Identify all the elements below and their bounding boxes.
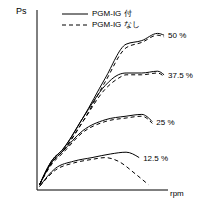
svg-text:25 %: 25 % bbox=[156, 118, 174, 127]
html-text:Ps: Ps bbox=[16, 6, 27, 16]
svg-text:50 %: 50 % bbox=[168, 31, 186, 40]
svg-text:37.5 %: 37.5 % bbox=[168, 71, 192, 80]
html-text:PGM-IG 付: PGM-IG 付 bbox=[92, 9, 132, 18]
svg-text:12.5 %: 12.5 % bbox=[143, 154, 168, 163]
html-text:PGM-IG なし: PGM-IG なし bbox=[92, 20, 140, 29]
html-text:rpm: rpm bbox=[170, 189, 184, 198]
